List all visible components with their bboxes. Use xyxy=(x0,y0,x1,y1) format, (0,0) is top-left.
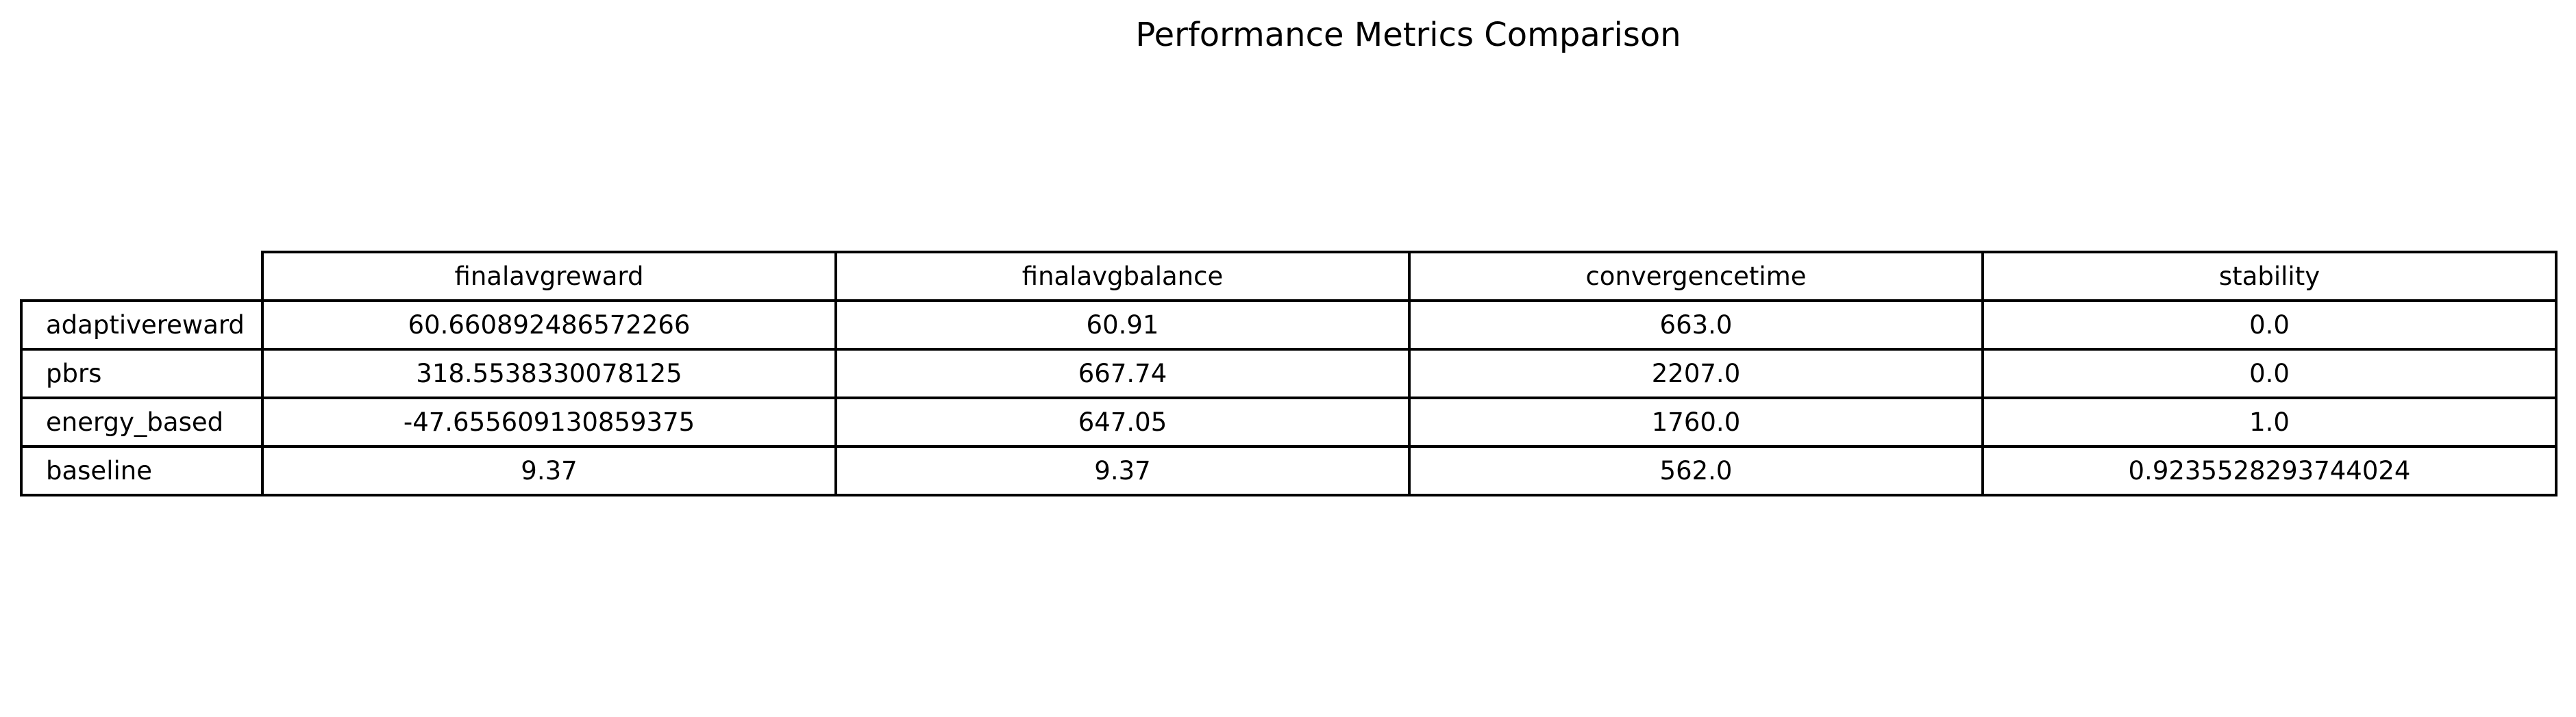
row-header: adaptivereward xyxy=(20,299,264,351)
column-header: finalavgbalance xyxy=(834,251,1411,302)
metrics-table: finalavgreward finalavgbalance convergen… xyxy=(20,251,2558,496)
table-cell: 663.0 xyxy=(1408,299,1984,351)
table-cell: 0.0 xyxy=(1981,299,2558,351)
chart-title: Performance Metrics Comparison xyxy=(1135,16,1681,54)
table-cell: 60.660892486572266 xyxy=(261,299,837,351)
table-cell: 60.91 xyxy=(834,299,1411,351)
table-cell: 9.37 xyxy=(834,445,1411,496)
table-cell: 9.37 xyxy=(261,445,837,496)
table-corner xyxy=(21,252,262,301)
table-row: adaptivereward 60.660892486572266 60.91 … xyxy=(20,299,2558,351)
table-cell: -47.655609130859375 xyxy=(261,397,837,448)
table-cell: 1760.0 xyxy=(1408,397,1984,448)
table-row: pbrs 318.5538330078125 667.74 2207.0 0.0 xyxy=(20,348,2558,399)
column-header: finalavgreward xyxy=(261,251,837,302)
row-header: pbrs xyxy=(20,348,264,399)
column-header: convergencetime xyxy=(1408,251,1984,302)
column-header: stability xyxy=(1981,251,2558,302)
table-row: energy_based -47.655609130859375 647.05 … xyxy=(20,397,2558,448)
table-cell: 2207.0 xyxy=(1408,348,1984,399)
table-cell: 0.0 xyxy=(1981,348,2558,399)
table-cell: 318.5538330078125 xyxy=(261,348,837,399)
table-row: baseline 9.37 9.37 562.0 0.9235528293744… xyxy=(20,445,2558,496)
table-cell: 562.0 xyxy=(1408,445,1984,496)
header-row: finalavgreward finalavgbalance convergen… xyxy=(21,251,2558,302)
table-cell: 0.9235528293744024 xyxy=(1981,445,2558,496)
table-cell: 667.74 xyxy=(834,348,1411,399)
table-cell: 1.0 xyxy=(1981,397,2558,448)
row-header: baseline xyxy=(20,445,264,496)
row-header: energy_based xyxy=(20,397,264,448)
table-cell: 647.05 xyxy=(834,397,1411,448)
